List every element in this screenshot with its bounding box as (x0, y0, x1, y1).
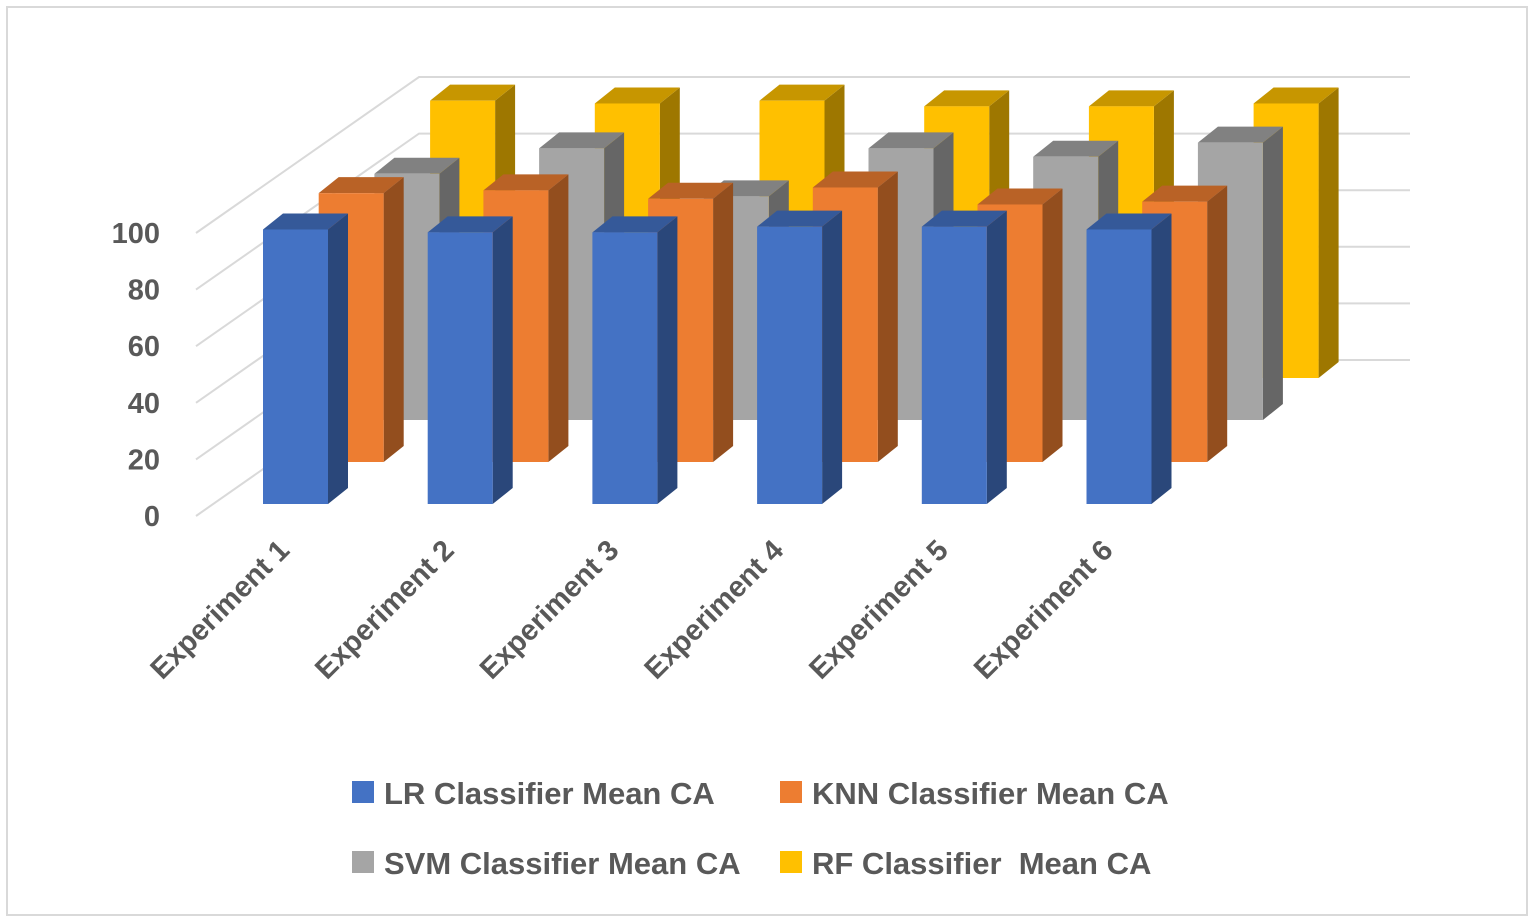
bar-top (1142, 185, 1228, 202)
bar-0-5 (1086, 213, 1172, 505)
bar-top (594, 87, 680, 104)
bar-front (427, 232, 493, 504)
bars (263, 84, 1339, 505)
bar-top (318, 177, 404, 194)
bar-front (263, 229, 328, 505)
x-category-label: Experiment 3 (474, 534, 625, 685)
bar-side (1262, 126, 1283, 420)
y-tick-label: 100 (112, 218, 160, 250)
legend-label-rf: RF Classifier Mean CA (812, 846, 1151, 881)
bar-top (921, 210, 1007, 227)
bar-side (822, 210, 843, 504)
bar-top (812, 171, 898, 188)
bar-top (263, 213, 348, 230)
legend-label-knn: KNN Classifier Mean CA (812, 776, 1169, 811)
bar-top (1197, 126, 1283, 143)
bar-top (430, 84, 516, 101)
bar-side (1207, 185, 1228, 462)
bar-side (328, 213, 348, 505)
y-tick-label: 40 (128, 388, 160, 420)
bar-0-4 (921, 210, 1007, 504)
bar-side (383, 177, 404, 462)
bar-side (657, 216, 678, 504)
y-tick-label: 80 (128, 275, 160, 307)
bar-side (1042, 188, 1063, 462)
bar-side (1151, 213, 1172, 505)
bar-top (648, 182, 734, 199)
bar-side (1318, 87, 1339, 379)
x-category-label: Experiment 2 (309, 534, 460, 685)
bar-top (427, 216, 513, 233)
x-category-label: Experiment 1 (145, 534, 296, 685)
bar-0-1 (427, 216, 513, 504)
bar-side (492, 216, 513, 504)
bar-top (1086, 213, 1172, 230)
bar-top (1253, 87, 1339, 104)
bar-top (757, 210, 843, 227)
bar-0-3 (757, 210, 843, 504)
x-category-label: Experiment 4 (639, 534, 790, 685)
bar-top (759, 84, 845, 101)
bar-top (868, 132, 954, 149)
legend-swatch-rf (780, 851, 802, 873)
bar-front (592, 232, 658, 504)
legend-label-svm: SVM Classifier Mean CA (384, 846, 741, 881)
bar-top (924, 90, 1010, 107)
legend-swatch-lr (352, 781, 374, 803)
x-axis-categories: Experiment 1 Experiment 2 Experiment 3 Expe… (145, 534, 1120, 685)
bar-side (713, 182, 734, 462)
bar-side (548, 174, 569, 462)
bar-top (592, 216, 678, 233)
x-category-label: Experiment 5 (803, 534, 954, 685)
bar-top (1088, 90, 1174, 107)
legend-label-lr: LR Classifier Mean CA (384, 776, 715, 811)
y-tick-label: 20 (128, 444, 160, 476)
bar-top (977, 188, 1063, 205)
bar-top (483, 174, 569, 191)
y-tick-label: 0 (144, 501, 160, 533)
bar-front (921, 226, 987, 504)
bar-top (539, 132, 625, 149)
bar-0-2 (592, 216, 678, 504)
legend-swatch-svm (352, 851, 374, 873)
legend: LR Classifier Mean CA KNN Classifier Mea… (352, 776, 1169, 881)
gridline (195, 76, 1410, 234)
bar-side (986, 210, 1007, 504)
bar-front (1086, 229, 1152, 505)
y-axis-ticks: 0 20 40 60 80 100 (112, 218, 160, 533)
legend-swatch-knn (780, 781, 802, 803)
y-tick-label: 60 (128, 331, 160, 363)
bar-top (374, 157, 460, 174)
bar-top (1033, 140, 1119, 157)
x-category-label: Experiment 6 (968, 534, 1119, 685)
bar-0-0 (263, 213, 348, 505)
bar-side (877, 171, 898, 463)
bar-front (757, 226, 823, 504)
